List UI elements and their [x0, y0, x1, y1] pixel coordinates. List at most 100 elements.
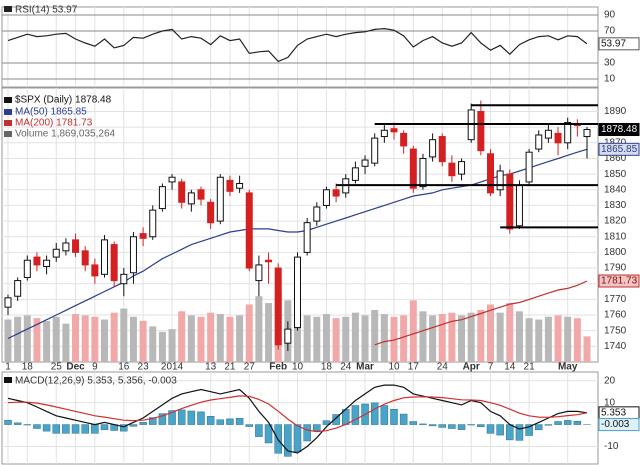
- histogram-bar: [370, 402, 379, 425]
- legend-swatch: [4, 131, 12, 137]
- candle-body: [178, 181, 186, 203]
- histogram-bar: [438, 424, 446, 428]
- histogram-bar: [33, 424, 41, 429]
- x-tick-label: 13: [205, 362, 217, 373]
- volume-bar: [226, 316, 234, 362]
- value-tag: 5.353: [601, 407, 626, 418]
- series-line: [7, 384, 588, 454]
- candle-body: [129, 236, 137, 274]
- volume-bar: [351, 312, 359, 362]
- candle-body: [544, 129, 552, 139]
- volume-bar: [573, 318, 581, 362]
- volume-bar: [245, 304, 253, 362]
- x-tick-label: 18: [22, 362, 34, 373]
- volume-bar: [101, 319, 108, 362]
- candle-body: [351, 167, 359, 181]
- candle-body: [400, 132, 408, 147]
- histogram-bar: [129, 424, 138, 427]
- x-tick-label: Feb: [269, 362, 287, 373]
- volume-bar: [207, 312, 215, 362]
- y-tick-label: 1810: [604, 231, 627, 242]
- histogram-bar: [322, 420, 331, 425]
- histogram-bar: [235, 417, 244, 425]
- candle-body: [149, 209, 157, 238]
- histogram-bar: [332, 414, 340, 425]
- value-tag-box: [598, 418, 640, 432]
- value-tag-box: [598, 123, 640, 137]
- candle-body: [91, 264, 99, 277]
- candle-body: [525, 151, 533, 183]
- histogram-bar: [245, 424, 253, 427]
- candle-body: [101, 239, 108, 275]
- histogram-bar: [216, 419, 225, 425]
- candle-body: [52, 248, 60, 258]
- candle-body: [409, 148, 417, 189]
- value-tag: -0.003: [601, 419, 630, 430]
- volume-bar: [110, 312, 118, 362]
- histogram-bar: [573, 421, 582, 425]
- volume-bar: [168, 329, 176, 362]
- candle-body: [284, 328, 292, 344]
- volume-bar: [380, 314, 388, 362]
- histogram-bar: [52, 424, 60, 434]
- volume-bar: [448, 312, 456, 362]
- x-tick-label: 14: [504, 362, 516, 373]
- value-tag: 53.97: [601, 38, 626, 49]
- candle-body: [236, 183, 244, 189]
- volume-bar: [303, 315, 311, 362]
- panel-frame: [1, 371, 599, 465]
- x-tick-label: May: [558, 362, 578, 373]
- histogram-bar: [13, 422, 22, 425]
- candle-body: [197, 189, 205, 200]
- volume-bar: [23, 315, 31, 362]
- candle-body: [487, 153, 494, 194]
- volume-bar: [178, 311, 186, 362]
- volume-bar: [554, 315, 562, 362]
- candle-body: [158, 186, 166, 210]
- histogram-bar: [42, 424, 51, 432]
- volume-bar: [197, 316, 205, 362]
- legend-swatch: [4, 109, 12, 115]
- candle-body: [81, 250, 89, 266]
- y-tick-label: 10: [604, 74, 616, 85]
- candle-body: [62, 242, 70, 252]
- volume-bar: [419, 311, 427, 362]
- candle-body: [303, 222, 311, 253]
- histogram-bar: [264, 424, 273, 444]
- volume-bar: [438, 314, 446, 362]
- y-tick-label: 1800: [604, 247, 627, 258]
- candle-body: [515, 184, 523, 227]
- volume-bar: [91, 316, 99, 362]
- candle-body: [332, 189, 340, 197]
- x-tick-label: 25: [51, 362, 63, 373]
- volume-bar: [33, 318, 41, 362]
- x-tick-label: Mar: [356, 362, 374, 373]
- candle-body: [429, 139, 437, 158]
- histogram-bar: [535, 424, 543, 431]
- volume-bar: [429, 315, 437, 362]
- volume-bar: [332, 318, 340, 362]
- x-tick-label: 21: [524, 362, 536, 373]
- candle-body: [265, 259, 273, 263]
- candle-body: [255, 264, 263, 282]
- candle-body: [535, 134, 543, 150]
- legend-swatch: [4, 377, 12, 383]
- volume-bar: [544, 316, 552, 362]
- volume-bar: [496, 312, 504, 362]
- candle-body: [23, 259, 31, 278]
- value-tag-box: [598, 142, 640, 156]
- volume-bar: [487, 304, 494, 362]
- series-line: [374, 280, 588, 346]
- histogram-bar: [158, 413, 167, 425]
- histogram-bar: [4, 419, 12, 425]
- volume-bar: [467, 312, 475, 362]
- histogram-bar: [409, 421, 418, 425]
- volume-bar: [294, 308, 301, 362]
- y-tick-label: 1740: [604, 341, 627, 352]
- histogram-bar: [91, 424, 99, 434]
- histogram-bar: [380, 405, 389, 425]
- histogram-bar: [428, 424, 437, 427]
- value-tag-box: [598, 274, 640, 288]
- volume-bar: [506, 303, 514, 362]
